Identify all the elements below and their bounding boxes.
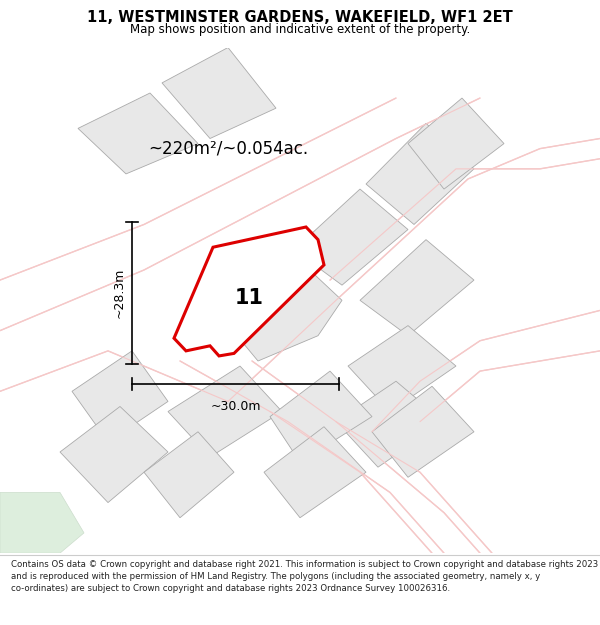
Text: Contains OS data © Crown copyright and database right 2021. This information is : Contains OS data © Crown copyright and d… bbox=[11, 560, 598, 593]
Polygon shape bbox=[60, 406, 168, 502]
Polygon shape bbox=[216, 250, 342, 361]
Text: 11, WESTMINSTER GARDENS, WAKEFIELD, WF1 2ET: 11, WESTMINSTER GARDENS, WAKEFIELD, WF1 … bbox=[87, 11, 513, 26]
Text: 11: 11 bbox=[235, 288, 263, 308]
Polygon shape bbox=[168, 366, 282, 457]
Polygon shape bbox=[336, 381, 444, 467]
Text: ~28.3m: ~28.3m bbox=[112, 268, 125, 318]
Text: ~220m²/~0.054ac.: ~220m²/~0.054ac. bbox=[148, 139, 308, 158]
Polygon shape bbox=[0, 492, 84, 553]
Polygon shape bbox=[408, 98, 504, 189]
Text: ~30.0m: ~30.0m bbox=[210, 400, 261, 413]
Text: Map shows position and indicative extent of the property.: Map shows position and indicative extent… bbox=[130, 22, 470, 36]
Polygon shape bbox=[162, 48, 276, 139]
Polygon shape bbox=[366, 123, 474, 224]
Polygon shape bbox=[360, 239, 474, 336]
Polygon shape bbox=[78, 93, 198, 174]
Polygon shape bbox=[144, 432, 234, 518]
Polygon shape bbox=[174, 227, 324, 356]
Polygon shape bbox=[294, 189, 408, 285]
Polygon shape bbox=[348, 326, 456, 411]
Polygon shape bbox=[264, 427, 366, 518]
Polygon shape bbox=[72, 351, 168, 442]
Polygon shape bbox=[270, 371, 372, 462]
Polygon shape bbox=[372, 386, 474, 478]
